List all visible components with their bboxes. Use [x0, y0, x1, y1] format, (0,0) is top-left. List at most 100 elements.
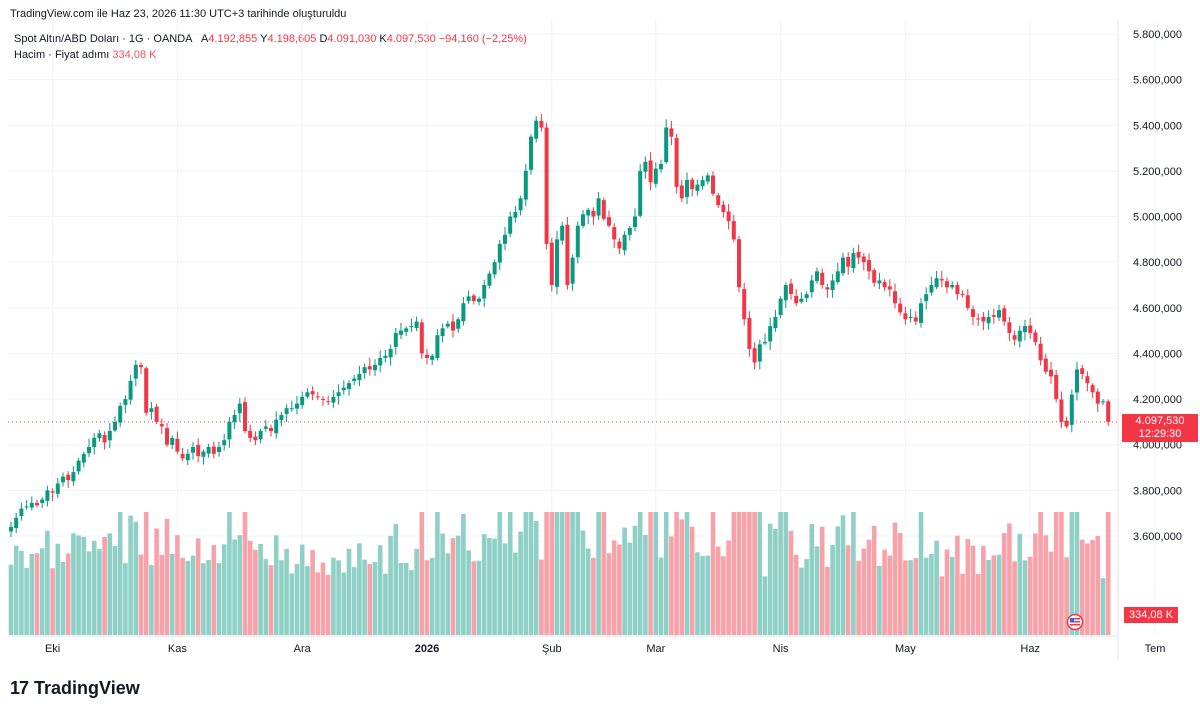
- volume-bar: [367, 564, 373, 635]
- volume-bar: [799, 567, 804, 635]
- candle-body: [711, 175, 715, 194]
- candle-body: [497, 243, 502, 263]
- candle-body: [763, 342, 767, 344]
- volume-bar: [190, 555, 196, 635]
- candle-body: [227, 421, 232, 440]
- candle-body: [237, 403, 242, 414]
- ohlc-row: Spot Altın/ABD Doları · 1G · OANDA A4.19…: [14, 31, 527, 47]
- volume-bar: [279, 560, 284, 635]
- candle-body: [1075, 369, 1079, 393]
- volume-bar: [596, 512, 601, 635]
- volume-bar: [372, 561, 378, 635]
- volume-bar: [1038, 512, 1043, 635]
- candle-body: [1069, 394, 1074, 425]
- candle-body: [674, 138, 679, 187]
- price-tick-label: 5.800,000: [1133, 29, 1182, 41]
- time-tick-label: Kas: [168, 643, 187, 655]
- volume-bar: [773, 528, 778, 635]
- volume-bar: [206, 559, 211, 635]
- volume-bar: [1074, 512, 1080, 635]
- time-tick-label: Nis: [773, 643, 789, 655]
- volume-bar: [591, 557, 596, 635]
- candle-body: [87, 447, 91, 454]
- volume-bar: [86, 551, 92, 635]
- candle-body: [399, 330, 403, 335]
- candle-body: [279, 415, 284, 421]
- time-tick-label: 2026: [415, 643, 439, 655]
- candle-body: [1043, 358, 1048, 372]
- candle-body: [55, 483, 60, 494]
- volume-bar: [1100, 578, 1106, 635]
- volume-bar: [679, 519, 685, 635]
- volume-bar: [1095, 535, 1101, 635]
- volume-bar: [180, 557, 185, 635]
- volume-bar: [320, 562, 326, 635]
- volume-bar: [747, 512, 752, 635]
- candle-body: [352, 378, 357, 381]
- candle-body: [102, 434, 107, 443]
- candle-body: [627, 227, 632, 235]
- candle-body: [1007, 322, 1012, 333]
- candle-body: [809, 280, 814, 293]
- time-tick-label: Haz: [1020, 643, 1040, 655]
- price-tick-label: 3.800,000: [1133, 485, 1182, 497]
- volume-label[interactable]: Hacim · Fiyat adımı: [14, 49, 110, 61]
- candle-body: [440, 328, 445, 337]
- candle-body: [612, 227, 617, 240]
- candle-body: [154, 406, 159, 422]
- volume-bar: [861, 548, 867, 635]
- candle-body: [846, 256, 851, 267]
- candle-body: [191, 447, 195, 453]
- candle-body: [867, 260, 871, 272]
- candle-body: [820, 272, 825, 285]
- close-value: 4.097,530: [386, 33, 436, 45]
- volume-bar: [331, 557, 336, 635]
- volume-bar: [289, 573, 295, 635]
- volume-bar: [435, 512, 440, 635]
- volume-bar: [185, 561, 191, 635]
- us-flag-icon[interactable]: [1066, 613, 1088, 631]
- volume-bar: [845, 545, 851, 635]
- volume-bar: [128, 515, 133, 635]
- volume-bar: [611, 540, 617, 635]
- volume-bar: [991, 555, 997, 635]
- volume-bar: [455, 535, 461, 635]
- price-tick-label: 3.600,000: [1133, 531, 1182, 543]
- volume-bar: [1012, 561, 1017, 635]
- candle-body: [341, 387, 346, 391]
- candle-body: [1101, 401, 1105, 403]
- candle-body: [716, 195, 721, 206]
- candle-body: [581, 214, 585, 226]
- candle-body: [456, 319, 461, 329]
- bar-countdown: 12:29:30: [1138, 427, 1182, 440]
- candle-body: [555, 239, 559, 287]
- candle-body: [367, 366, 372, 370]
- candle-body: [295, 403, 299, 409]
- volume-bar: [814, 546, 820, 635]
- volume-bar: [528, 512, 534, 635]
- volume-bar: [19, 550, 24, 635]
- volume-bar: [903, 560, 908, 635]
- candle-body: [898, 303, 903, 313]
- candle-body: [659, 164, 663, 170]
- volume-bar: [341, 572, 347, 635]
- tradingview-brand[interactable]: 17 TradingView: [10, 678, 140, 699]
- candle-body: [180, 453, 185, 459]
- volume-bar: [227, 512, 232, 635]
- price-tick-label: 5.200,000: [1133, 166, 1182, 178]
- candle-body: [300, 396, 305, 406]
- volume-bar: [949, 556, 955, 635]
- time-tick-label: Şub: [542, 643, 562, 655]
- volume-bar: [918, 512, 924, 635]
- symbol-name[interactable]: Spot Altın/ABD Doları · 1G · OANDA: [14, 33, 193, 45]
- volume-bar: [253, 549, 258, 635]
- volume-bar: [929, 553, 934, 635]
- candle-body: [409, 326, 414, 328]
- candle-body: [139, 365, 143, 368]
- volume-bar: [783, 512, 789, 635]
- candle-body: [414, 321, 419, 329]
- candle-body: [133, 364, 138, 379]
- candle-body: [206, 447, 211, 454]
- volume-bar: [175, 535, 180, 635]
